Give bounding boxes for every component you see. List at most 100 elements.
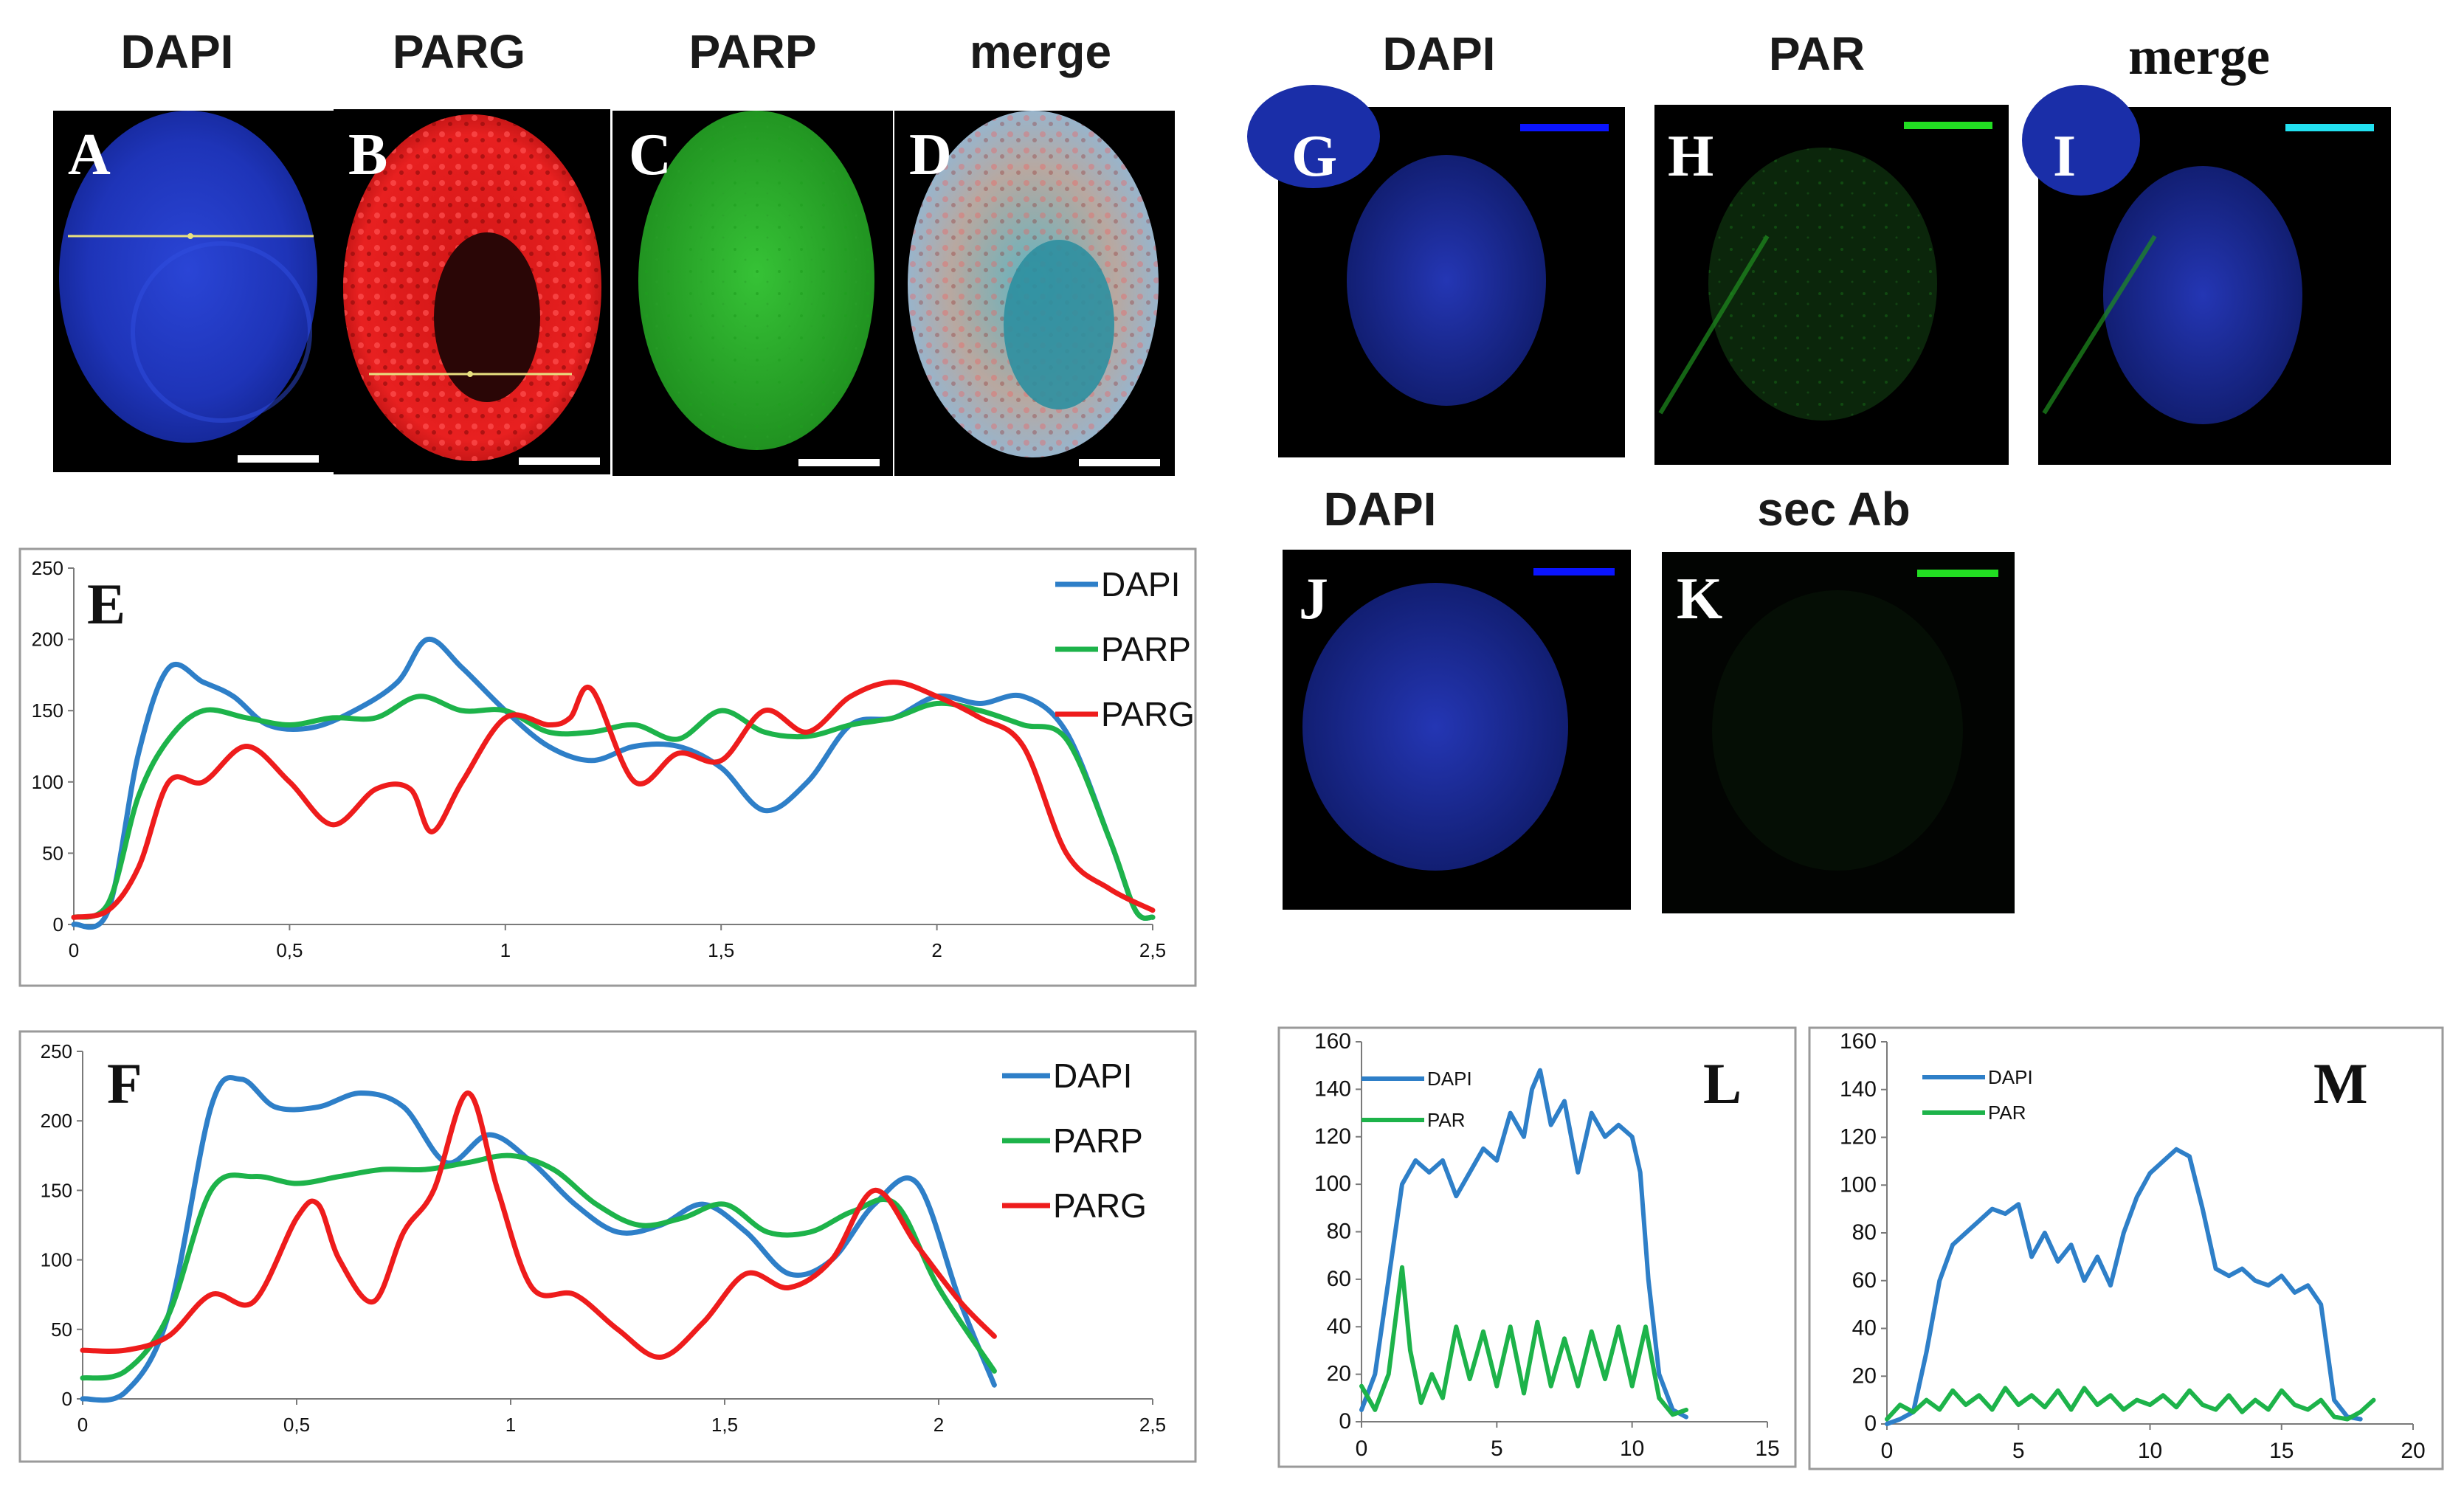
chart-m: M 0 20 40 60 80 100 120 140 160 0 5 10 15 20 DAPI PAR: [1808, 1026, 2444, 1470]
chart-e-plot: 0 50 100 150 200 250 0 0,5 1 1,5 2 2,5 DAPI PARP PARG: [32, 557, 1195, 961]
chart-m-plot: 0 20 40 60 80 100 120 140 160 0 5 10 15 20 DAPI PAR: [1840, 1029, 2426, 1463]
panel-j: J: [1283, 550, 1631, 910]
x-tick-label: 2: [931, 939, 942, 961]
y-tick-label: 120: [1314, 1124, 1351, 1149]
chart-f: F 0 50 100 150 200 250 0 0,5 1 1,5 2 2,5 DAPI PARP PAR…: [18, 1030, 1197, 1463]
y-tick-label: 160: [1840, 1029, 1877, 1054]
chart-l-plot: 0 20 40 60 80 100 120 140 160 0 5 10 15 DAPI PAR: [1314, 1029, 1780, 1461]
scale-bar: [519, 457, 600, 465]
panel-letter-h: H: [1668, 124, 1714, 189]
y-tick-label: 140: [1840, 1077, 1877, 1102]
panel-b: B: [334, 109, 610, 474]
col-label-merge-i: merge: [2128, 27, 2270, 86]
y-tick-label: 150: [41, 1179, 72, 1201]
panel-letter-d: D: [909, 122, 952, 187]
series-line-dapi: [1885, 1147, 2363, 1426]
x-tick-label: 0: [77, 1414, 88, 1436]
series-line-dapi: [1359, 1068, 1688, 1420]
y-tick-label: 250: [32, 557, 63, 579]
panel-k: K: [1662, 552, 2015, 913]
x-tick-label: 0: [1881, 1439, 1894, 1463]
x-tick-label: 1,5: [711, 1414, 738, 1436]
y-tick-label: 40: [1852, 1316, 1877, 1341]
y-tick-label: 0: [1339, 1409, 1351, 1434]
x-tick-label: 2,5: [1139, 1414, 1166, 1436]
y-tick-label: 0: [1864, 1411, 1877, 1436]
scale-bar: [1520, 124, 1609, 131]
y-tick-label: 60: [1327, 1267, 1351, 1291]
x-tick-label: 2: [934, 1414, 944, 1436]
y-tick-label: 20: [1327, 1362, 1351, 1386]
y-tick-label: 0: [53, 913, 63, 936]
x-tick-label: 0: [1356, 1437, 1368, 1461]
scale-bar: [798, 459, 880, 466]
legend-label-dapi: DAPI: [1988, 1066, 2033, 1088]
y-tick-label: 250: [41, 1040, 72, 1062]
panel-h: H: [1654, 105, 2009, 465]
x-tick-label: 1: [500, 939, 511, 961]
panel-letter-j: J: [1299, 567, 1328, 632]
y-tick-label: 200: [32, 629, 63, 651]
y-tick-label: 20: [1852, 1363, 1877, 1388]
panel-letter-i: I: [2053, 124, 2076, 189]
scale-bar: [1917, 570, 1998, 577]
series-line-par: [1885, 1386, 2376, 1422]
legend-label-parg: PARG: [1053, 1186, 1147, 1225]
panel-letter-g: G: [1291, 124, 1337, 189]
x-tick-label: 15: [1755, 1437, 1779, 1461]
y-tick-label: 50: [42, 842, 63, 864]
legend-label-parp: PARP: [1101, 630, 1191, 668]
legend-label-dapi: DAPI: [1101, 565, 1180, 604]
panel-letter-k: K: [1677, 567, 1722, 632]
series-line-parg: [71, 680, 1156, 920]
x-tick-label: 20: [2401, 1439, 2425, 1463]
x-tick-label: 10: [2138, 1439, 2162, 1463]
chart-letter: L: [1703, 1051, 1742, 1116]
legend-label-parp: PARP: [1053, 1121, 1143, 1160]
x-tick-label: 1: [505, 1414, 516, 1436]
col-label-merge: merge: [970, 25, 1111, 78]
panel-letter-b: B: [348, 122, 387, 187]
x-tick-label: 0,5: [276, 939, 303, 961]
panel-letter-a: A: [68, 122, 111, 187]
col-label-parg: PARG: [393, 25, 525, 78]
col-label-dapi: DAPI: [121, 25, 234, 78]
chart-letter: E: [87, 572, 125, 636]
legend-label-par: PAR: [1427, 1109, 1466, 1131]
legend-label-par: PAR: [1988, 1102, 2026, 1124]
y-tick-label: 200: [41, 1110, 72, 1132]
y-tick-label: 80: [1327, 1220, 1351, 1244]
legend-label-dapi: DAPI: [1053, 1057, 1132, 1095]
y-tick-label: 50: [51, 1318, 72, 1341]
scale-bar: [238, 455, 319, 463]
panel-d: D: [894, 111, 1175, 476]
legend-label-dapi: DAPI: [1427, 1068, 1472, 1090]
y-tick-label: 0: [62, 1388, 72, 1410]
y-tick-label: 100: [41, 1249, 72, 1271]
y-tick-label: 100: [1314, 1172, 1351, 1196]
series-line-dapi: [71, 637, 1156, 930]
panel-i: I: [2022, 85, 2391, 465]
y-tick-label: 60: [1852, 1268, 1877, 1293]
chart-l: L 0 20 40 60 80 100 120 140 160 0 5 10 15 DAPI PAR: [1277, 1026, 1797, 1468]
scale-bar: [1533, 568, 1615, 575]
x-tick-label: 5: [1491, 1437, 1503, 1461]
y-tick-label: 150: [32, 699, 63, 722]
chart-f-plot: 0 50 100 150 200 250 0 0,5 1 1,5 2 2,5 DAPI PARP PARG: [41, 1040, 1166, 1436]
chart-letter: M: [2313, 1051, 2368, 1116]
col-label-dapi-j: DAPI: [1324, 483, 1437, 536]
x-tick-label: 10: [1620, 1437, 1644, 1461]
y-tick-label: 40: [1327, 1314, 1351, 1338]
chart-e: E 0 50 100 150 200 250 0 0,5 1 1,5 2 2,5 DAPI PARP PAR…: [18, 547, 1197, 987]
scale-bar: [1904, 122, 1992, 129]
x-tick-label: 15: [2269, 1439, 2294, 1463]
y-tick-label: 140: [1314, 1076, 1351, 1101]
y-tick-label: 100: [32, 771, 63, 793]
x-tick-label: 2,5: [1139, 939, 1166, 961]
y-tick-label: 160: [1314, 1029, 1351, 1054]
col-label-dapi-g: DAPI: [1383, 27, 1496, 80]
col-label-par: PAR: [1769, 27, 1865, 80]
legend-label-parg: PARG: [1101, 695, 1195, 733]
y-tick-label: 80: [1852, 1220, 1877, 1245]
